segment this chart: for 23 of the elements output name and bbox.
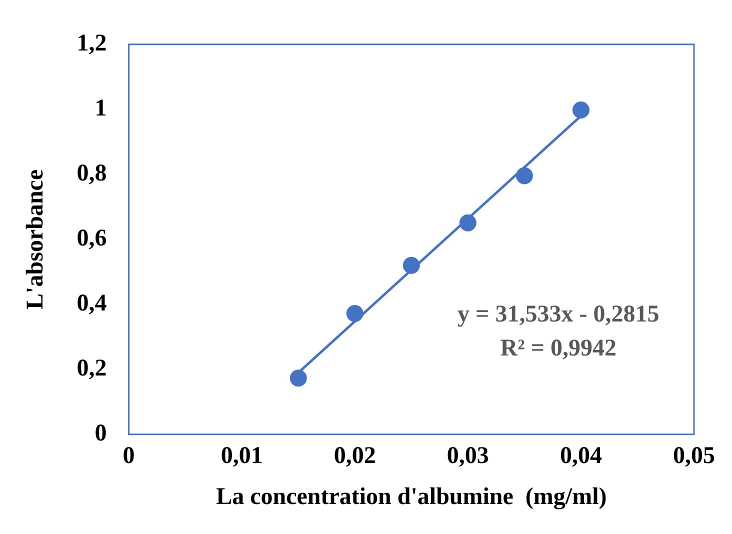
y-tick-label: 0,6 (76, 226, 107, 252)
y-tick-label: 1 (94, 96, 107, 122)
point (402, 256, 420, 274)
x-axis-title: La concentration d'albumine (mg/ml) (216, 484, 607, 510)
point (346, 305, 364, 322)
y-tick-label: 0,4 (76, 290, 107, 317)
point (459, 214, 476, 232)
x-tick-label: 0,01 (220, 443, 263, 470)
x-tick-label: 0,05 (673, 443, 715, 470)
annotation: y = 31,533x - 0,2815 (458, 302, 660, 328)
y-tick-label: 0 (94, 420, 107, 447)
annotation: R² = 0,9942 (500, 336, 616, 362)
y-axis-title: L'absorbance (22, 169, 49, 310)
point (572, 102, 590, 119)
point (516, 167, 533, 184)
x-tick-label: 0,04 (560, 443, 602, 470)
x-tick-label: 0,03 (446, 443, 489, 470)
y-tick-label: 0,8 (76, 160, 107, 187)
y-tick-label: 0,2 (76, 356, 107, 382)
y-tick-label: 1,2 (76, 30, 107, 57)
point (290, 370, 307, 387)
x-tick-label: 0 (122, 443, 135, 470)
x-tick-label: 0,02 (334, 443, 376, 470)
